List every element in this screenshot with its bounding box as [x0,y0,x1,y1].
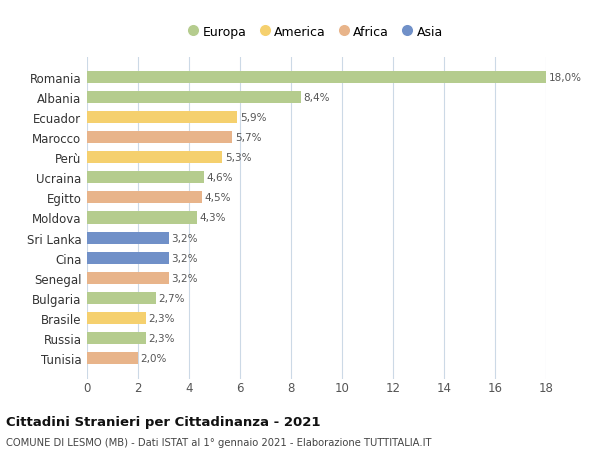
Bar [87,232,169,244]
Text: Cittadini Stranieri per Cittadinanza - 2021: Cittadini Stranieri per Cittadinanza - 2… [6,415,320,428]
Bar [87,292,156,304]
Bar [87,92,301,104]
Bar [87,132,232,144]
Text: COMUNE DI LESMO (MB) - Dati ISTAT al 1° gennaio 2021 - Elaborazione TUTTITALIA.I: COMUNE DI LESMO (MB) - Dati ISTAT al 1° … [6,437,431,447]
Text: 18,0%: 18,0% [548,73,581,83]
Text: 3,2%: 3,2% [171,253,197,263]
Bar [87,72,546,84]
Bar [87,272,169,284]
Bar [87,352,138,364]
Text: 2,7%: 2,7% [158,293,185,303]
Bar [87,192,202,204]
Text: 2,3%: 2,3% [148,313,175,323]
Bar [87,212,197,224]
Text: 4,6%: 4,6% [207,173,233,183]
Bar [87,312,146,324]
Text: 2,0%: 2,0% [140,353,167,363]
Text: 5,9%: 5,9% [240,113,266,123]
Text: 3,2%: 3,2% [171,273,197,283]
Text: 8,4%: 8,4% [304,93,330,103]
Bar [87,332,146,344]
Bar [87,112,238,124]
Legend: Europa, America, Africa, Asia: Europa, America, Africa, Asia [187,22,446,42]
Text: 2,3%: 2,3% [148,333,175,343]
Bar [87,152,222,164]
Text: 5,3%: 5,3% [224,153,251,163]
Text: 4,5%: 4,5% [204,193,231,203]
Text: 5,7%: 5,7% [235,133,262,143]
Text: 4,3%: 4,3% [199,213,226,223]
Text: 3,2%: 3,2% [171,233,197,243]
Bar [87,172,204,184]
Bar [87,252,169,264]
